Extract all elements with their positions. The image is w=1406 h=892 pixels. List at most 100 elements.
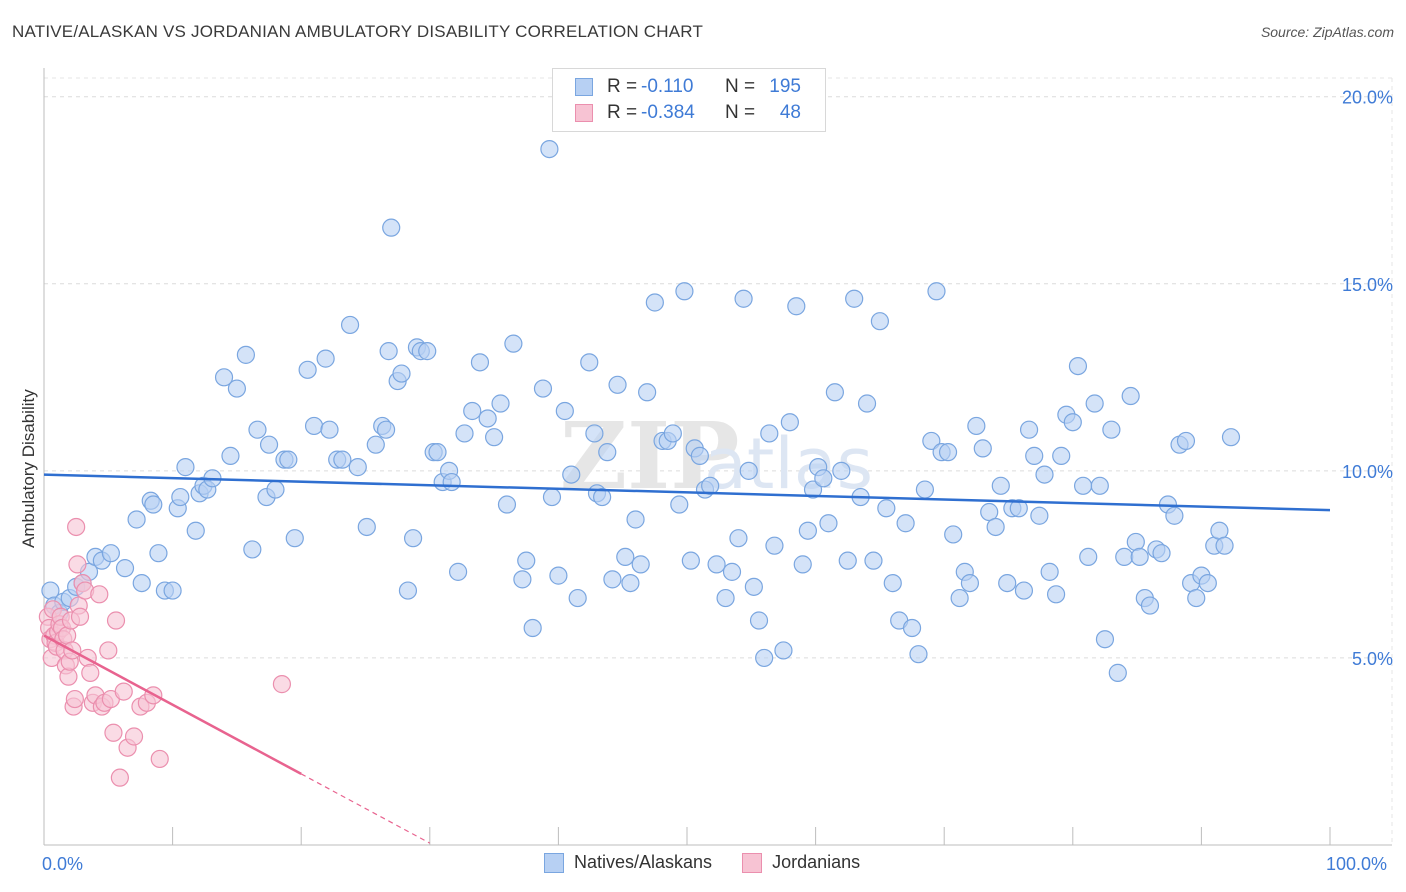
native-point [1009, 499, 1028, 518]
native-point [967, 416, 986, 436]
y-tick-label: 5.0% [1352, 649, 1393, 669]
native-point [603, 570, 622, 589]
native-point [236, 345, 256, 364]
native-point [986, 517, 1005, 537]
native-point [675, 282, 694, 301]
native-point [631, 555, 650, 574]
native-point [598, 443, 617, 462]
native-point [221, 446, 240, 465]
native-point [626, 510, 645, 529]
native-point [562, 465, 581, 484]
native-point [690, 446, 709, 465]
native-point [1030, 506, 1049, 525]
native-point [1019, 420, 1039, 439]
native-point [1165, 506, 1184, 525]
native-point [1079, 547, 1098, 567]
native-point [645, 293, 664, 312]
native-point [909, 645, 928, 664]
native-point [1121, 386, 1140, 406]
native-point [585, 424, 604, 443]
native-point [403, 529, 423, 548]
native-point [304, 416, 324, 436]
jordanian-point [114, 682, 133, 701]
native-point [980, 502, 999, 522]
axes [43, 68, 1392, 846]
native-point [1073, 476, 1093, 495]
legend-r-label: R = [607, 76, 638, 97]
native-point [366, 435, 385, 454]
native-point [1115, 547, 1134, 567]
native-point [259, 435, 279, 454]
jordanian-point [150, 749, 169, 769]
jordanian-point [90, 585, 109, 604]
native-point [470, 353, 490, 372]
native-point [832, 461, 851, 480]
native-point [950, 588, 969, 608]
native-point [497, 495, 517, 514]
native-point [1068, 356, 1088, 376]
native-point [670, 495, 689, 514]
native-point [915, 480, 935, 499]
native-point [765, 536, 784, 555]
legend-swatch-jordanians [575, 104, 593, 122]
native-point [485, 428, 504, 447]
trend-lines [43, 473, 1331, 844]
native-point [734, 289, 753, 308]
native-point [1198, 573, 1217, 593]
y-tick-label: 15.0% [1342, 275, 1393, 295]
native-point [716, 588, 735, 608]
jordanian-point [59, 667, 78, 686]
native-point [1040, 562, 1059, 581]
native-point [298, 360, 317, 379]
native-point [376, 420, 396, 439]
jordanian-point [104, 723, 123, 742]
native-point [638, 383, 657, 402]
native-point [798, 521, 817, 540]
native-alaskan-points [41, 139, 1241, 682]
legend-n-value: 195 [769, 76, 801, 97]
native-point [568, 588, 587, 608]
native-point [491, 394, 510, 413]
native-point [944, 525, 963, 544]
native-point [340, 315, 360, 335]
native-point [902, 618, 922, 638]
native-point [132, 573, 151, 593]
chart-title: NATIVE/ALASKAN VS JORDANIAN AMBULATORY D… [12, 22, 704, 41]
native-point [428, 443, 447, 462]
native-point [418, 342, 437, 361]
jordanian-point [106, 611, 126, 630]
native-point [163, 581, 182, 600]
native-point [523, 618, 542, 638]
native-point [1046, 585, 1066, 604]
native-point [803, 480, 823, 499]
jordanian-point [124, 727, 144, 746]
jordanian-point [99, 641, 118, 660]
native-point [722, 562, 742, 581]
native-point [814, 469, 833, 488]
native-point [1014, 581, 1034, 600]
native-point [115, 559, 135, 578]
native-point [787, 297, 806, 316]
native-point [540, 139, 559, 159]
native-point [825, 383, 844, 402]
native-point [382, 218, 401, 237]
legend-row-jordanians: R = -0.384 N = 48 [575, 101, 801, 125]
jordanian-point [81, 663, 100, 682]
legend-r-value: -0.384 [641, 102, 695, 123]
native-point [227, 379, 246, 398]
native-point [749, 611, 769, 630]
native-point [144, 495, 163, 514]
native-point [927, 282, 946, 301]
native-point [285, 529, 304, 548]
native-point [320, 420, 339, 439]
correlation-legend: R = -0.110 N = 195 R = -0.384 N = 48 [552, 68, 826, 132]
native-point [478, 409, 497, 428]
native-point [780, 413, 799, 432]
native-point [760, 424, 779, 443]
native-point [616, 547, 635, 567]
native-point [845, 289, 864, 308]
native-point [186, 521, 205, 540]
native-point [555, 401, 574, 421]
native-point [398, 581, 418, 600]
jordanian-point [65, 689, 84, 709]
